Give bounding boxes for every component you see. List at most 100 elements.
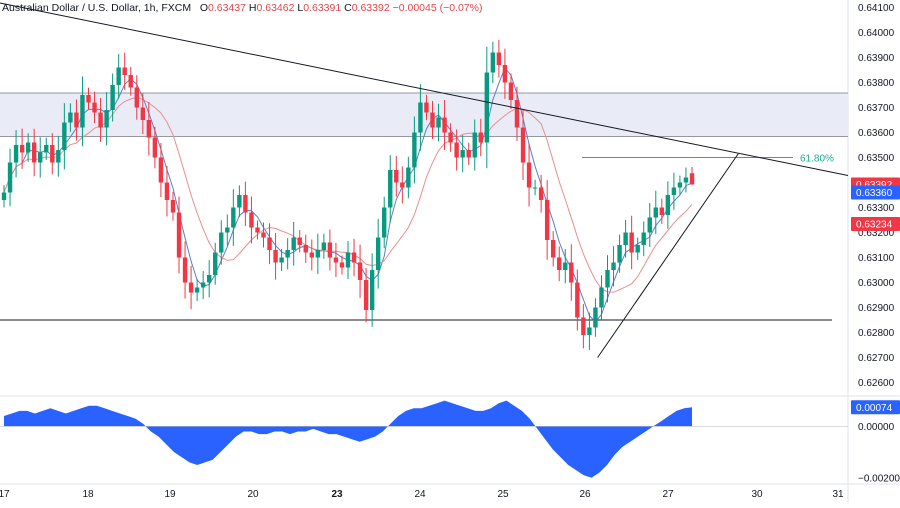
fib-level-label: 61.80%	[800, 154, 834, 165]
candle-body	[74, 112, 79, 128]
candle-body	[569, 262, 574, 283]
candle-body	[249, 212, 254, 228]
high-value: 0.63462	[256, 2, 295, 14]
candle-body	[327, 242, 333, 258]
candle-body	[176, 212, 182, 258]
candle-body	[375, 237, 381, 270]
candle-body	[363, 280, 369, 310]
candle-body	[394, 170, 399, 183]
close-label: C	[344, 2, 352, 14]
candle-body	[454, 142, 459, 158]
close-value: 0.63392	[351, 2, 390, 14]
candle-body	[7, 162, 13, 193]
candle-body	[255, 227, 260, 233]
candle-body	[31, 142, 37, 163]
time-tick-label: 19	[164, 489, 176, 500]
price-tick-label: 0.63100	[858, 253, 895, 264]
candle-body	[472, 132, 477, 158]
candle-body	[291, 237, 296, 250]
candle-body	[170, 200, 176, 213]
candle-body	[152, 137, 158, 158]
change-value: −0.00045 (−0.07%)	[392, 2, 483, 14]
time-tick-label: 25	[497, 489, 509, 500]
candle-body	[62, 122, 67, 150]
candle-body	[508, 82, 514, 100]
ascending-trendline	[597, 153, 739, 358]
candle-body	[237, 195, 242, 208]
candle-body	[557, 257, 562, 270]
candle-body	[50, 145, 55, 163]
candle-body	[496, 52, 502, 65]
candle-body	[231, 207, 236, 228]
candle-body	[279, 257, 284, 263]
candle-body	[200, 282, 206, 288]
candle-body	[382, 207, 387, 238]
price-tick-label: 0.63500	[858, 153, 895, 164]
oscillator-badge-label: 0.00074	[856, 403, 893, 414]
candle-body	[677, 182, 683, 188]
open-value: 0.63437	[208, 2, 246, 14]
candle-body	[140, 107, 146, 120]
candle-body	[689, 173, 695, 185]
candle-body	[623, 232, 628, 245]
candle-body	[309, 252, 314, 258]
oscillator-tick-label: −0.00200	[858, 473, 900, 484]
price-badge	[851, 185, 900, 200]
low-label: L	[297, 2, 304, 14]
price-tick-label: 0.64100	[858, 3, 895, 14]
candle-body	[544, 200, 550, 240]
candle-body	[466, 150, 471, 158]
candle-body	[86, 95, 91, 103]
time-tick-label: 23	[331, 489, 343, 500]
time-tick-label: 27	[662, 489, 674, 500]
candle-body	[478, 132, 483, 143]
candle-body	[164, 182, 170, 200]
candle-body	[339, 262, 345, 268]
candle-body	[116, 67, 121, 85]
candle-body	[448, 132, 453, 143]
price-tick-label: 0.63800	[858, 78, 895, 89]
candle-body	[13, 145, 19, 163]
price-tick-label: 0.63700	[858, 103, 895, 114]
time-tick-label: 17	[0, 489, 10, 500]
candle-body	[56, 150, 61, 163]
candle-body	[418, 102, 423, 133]
price-tick-label: 0.63900	[858, 53, 895, 64]
time-tick-label: 31	[832, 489, 844, 500]
candle-body	[629, 232, 634, 253]
time-tick-label: 26	[579, 489, 591, 500]
candle-body	[526, 162, 532, 188]
candle-body	[484, 72, 490, 143]
candle-body	[68, 112, 73, 123]
candle-body	[599, 287, 604, 308]
candle-body	[261, 232, 266, 238]
symbol-title: Australian Dollar / U.S. Dollar, 1h, FXC…	[2, 2, 192, 14]
candle-body	[194, 287, 200, 293]
candle-body	[19, 145, 25, 153]
price-tick-label: 0.63000	[858, 278, 895, 289]
oscillator-tick-label: 0.00000	[858, 422, 895, 433]
open-label: O	[199, 2, 208, 14]
descending-trendline	[0, 2, 849, 176]
high-label: H	[248, 2, 257, 14]
candle-body	[520, 127, 526, 163]
price-tick-label: 0.62900	[858, 303, 895, 314]
candle-body	[460, 150, 465, 158]
candle-body	[110, 85, 115, 110]
candle-body	[315, 250, 321, 258]
candle-body	[98, 112, 103, 128]
price-badge-label: 0.63234	[856, 220, 893, 231]
candle-body	[1, 192, 7, 200]
candle-body	[104, 110, 109, 128]
oscillator-area	[4, 400, 692, 478]
candle-body	[406, 167, 411, 188]
candle-body	[38, 152, 43, 163]
time-tick-label: 30	[751, 489, 763, 500]
price-tick-label: 0.62800	[858, 328, 895, 339]
price-tick-label: 0.63600	[858, 128, 895, 139]
oscillator-badge	[851, 400, 900, 415]
price-tick-label: 0.62600	[858, 378, 895, 389]
time-tick-label: 24	[414, 489, 426, 500]
